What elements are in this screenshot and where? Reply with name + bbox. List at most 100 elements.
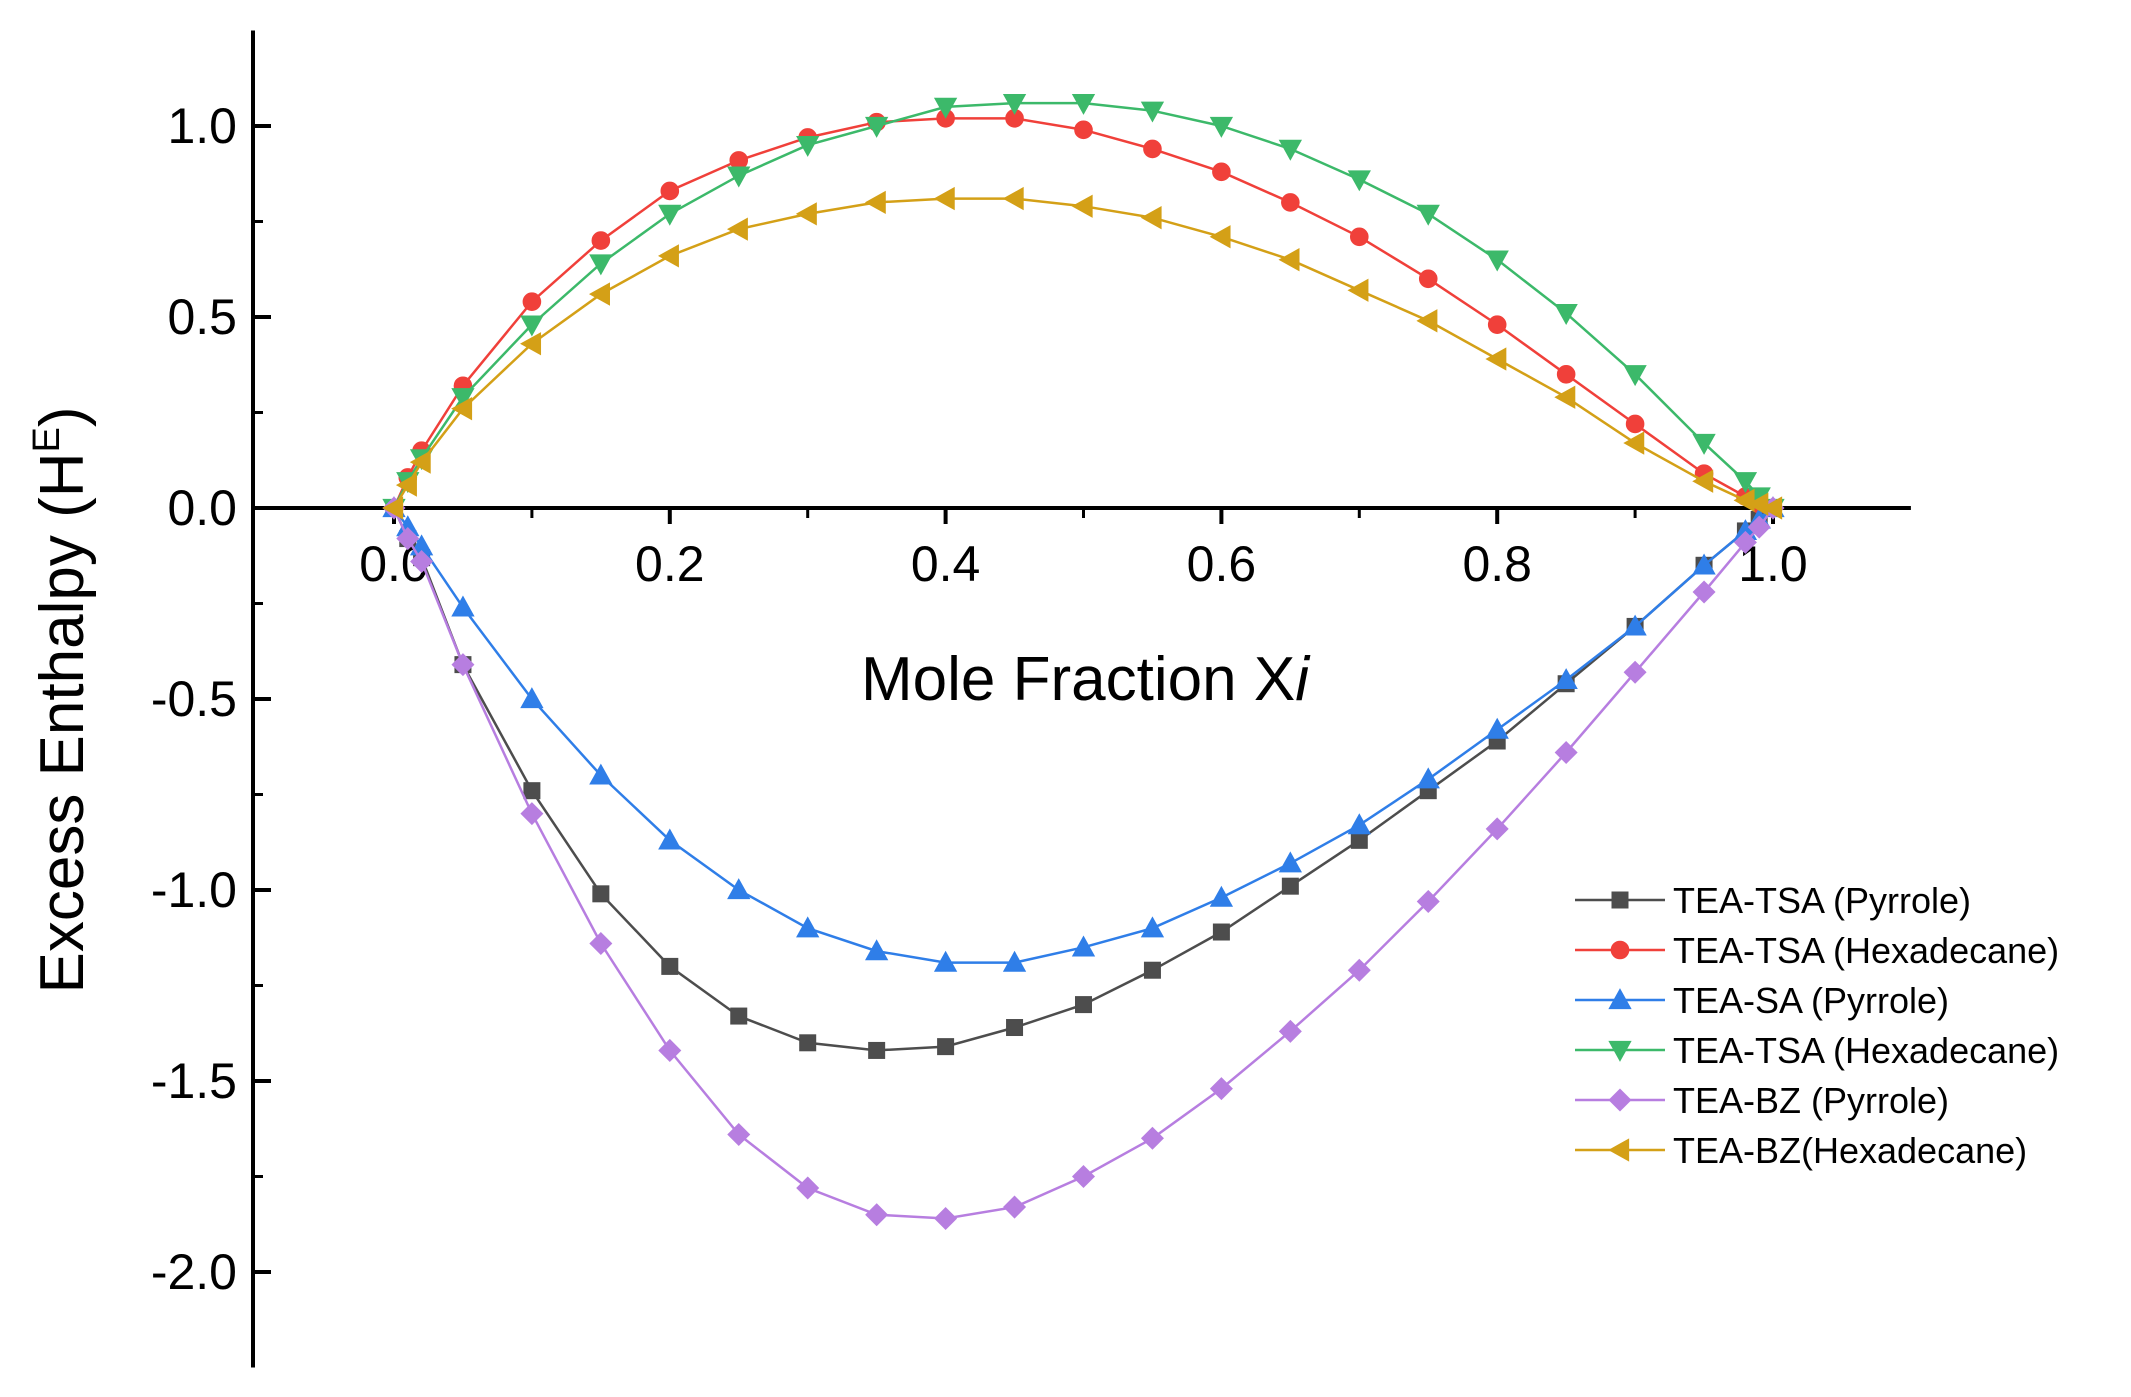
data-point [591, 231, 611, 250]
data-point [1418, 269, 1438, 289]
x-tick-label: 0.2 [635, 536, 705, 592]
data-point [1554, 740, 1578, 764]
data-point [1347, 813, 1371, 835]
series-6 [382, 186, 1783, 520]
data-point [520, 332, 542, 356]
data-point [592, 885, 610, 903]
data-point [1347, 958, 1371, 982]
data-point [1140, 101, 1165, 123]
data-point [1143, 139, 1162, 159]
legend: TEA-TSA (Pyrrole) TEA-TSA (Hexadecane) TEA… [1575, 880, 2059, 1171]
data-point [1075, 996, 1092, 1014]
data-point [1692, 433, 1716, 455]
data-point [520, 802, 544, 826]
x-tick-label: 0.6 [1187, 536, 1257, 592]
data-point [1278, 139, 1302, 161]
data-point [1733, 530, 1757, 554]
legend-marker [1610, 940, 1630, 960]
data-point [1071, 93, 1096, 115]
x-axis-title-main: Mole Fraction X [861, 645, 1295, 714]
data-point [796, 1176, 820, 1200]
data-point [1485, 717, 1509, 739]
x-axis-title-italic: i [1295, 645, 1311, 714]
data-point [727, 878, 751, 900]
series-line [392, 507, 1775, 1220]
y-axis-title-close: ) [28, 406, 97, 427]
data-point [1416, 309, 1438, 333]
legend-marker [1611, 891, 1629, 909]
legend-marker [1608, 1088, 1632, 1112]
data-point [1485, 347, 1507, 371]
legend-item: TEA-BZ (Pyrrole) [1575, 1080, 1949, 1121]
data-point [520, 687, 544, 709]
data-point [1071, 194, 1093, 218]
data-point [1733, 472, 1758, 494]
data-point [1071, 1164, 1096, 1189]
data-point [1278, 248, 1300, 272]
data-point [1692, 580, 1716, 604]
data-point [1281, 877, 1299, 895]
y-axis-title-sup: E [26, 427, 68, 452]
data-point [382, 496, 404, 520]
legend-item: TEA-TSA (Hexadecane) [1575, 930, 2059, 971]
data-point [1487, 315, 1507, 334]
legend-item: TEA-TSA (Pyrrole) [1575, 880, 1971, 921]
data-point [1003, 1195, 1027, 1219]
data-point [589, 254, 613, 276]
legend-label: TEA-TSA (Pyrrole) [1673, 880, 1971, 921]
data-point [1692, 553, 1716, 575]
data-point [589, 763, 613, 785]
legend-marker [1608, 1040, 1632, 1062]
axis-labels: Mole Fraction Xi Excess Enthalpy (HE) [26, 406, 1311, 993]
data-point [1625, 414, 1645, 434]
data-point [865, 939, 889, 961]
data-point [868, 1041, 886, 1059]
y-tick-label: -1.0 [151, 862, 237, 918]
data-point [933, 97, 958, 119]
data-point [522, 292, 542, 312]
data-point [1416, 204, 1440, 226]
series-layer [382, 93, 1785, 1231]
data-point [1554, 304, 1578, 326]
data-point [726, 217, 748, 241]
data-point [937, 1038, 955, 1056]
data-point [727, 166, 751, 188]
data-point [523, 782, 541, 800]
data-point [1143, 961, 1161, 979]
data-point [1350, 227, 1369, 247]
data-point [1733, 488, 1755, 513]
data-point [727, 1122, 751, 1146]
data-point [1006, 1019, 1024, 1037]
data-point [451, 397, 473, 421]
legend-label: TEA-TSA (Hexadecane) [1673, 1030, 2059, 1071]
data-point [1554, 385, 1576, 409]
data-point [1485, 250, 1509, 272]
data-point [658, 828, 682, 850]
data-point [1209, 885, 1234, 907]
data-point [1554, 668, 1578, 690]
data-point [661, 957, 679, 975]
data-point [1485, 817, 1509, 841]
data-point [395, 473, 417, 497]
data-point [451, 595, 475, 617]
legend-marker [1608, 988, 1632, 1010]
data-point [1761, 496, 1783, 520]
data-point [1074, 120, 1093, 140]
data-point [796, 135, 820, 157]
y-tick-label: 0.5 [167, 289, 237, 345]
data-point [589, 931, 613, 955]
legend-label: TEA-BZ(Hexadecane) [1673, 1130, 2027, 1171]
legend-item: TEA-BZ(Hexadecane) [1575, 1130, 2027, 1171]
data-point [730, 1007, 748, 1025]
data-point [1140, 1126, 1164, 1150]
data-point [1140, 206, 1162, 230]
data-point [520, 315, 544, 337]
data-point [1002, 950, 1027, 972]
data-point [934, 1207, 958, 1231]
data-point [410, 549, 434, 573]
legend-label: TEA-TSA (Hexadecane) [1673, 930, 2059, 971]
y-tick-label: -1.5 [151, 1053, 237, 1109]
data-point [933, 186, 955, 211]
legend-label: TEA-SA (Pyrrole) [1673, 980, 1949, 1021]
